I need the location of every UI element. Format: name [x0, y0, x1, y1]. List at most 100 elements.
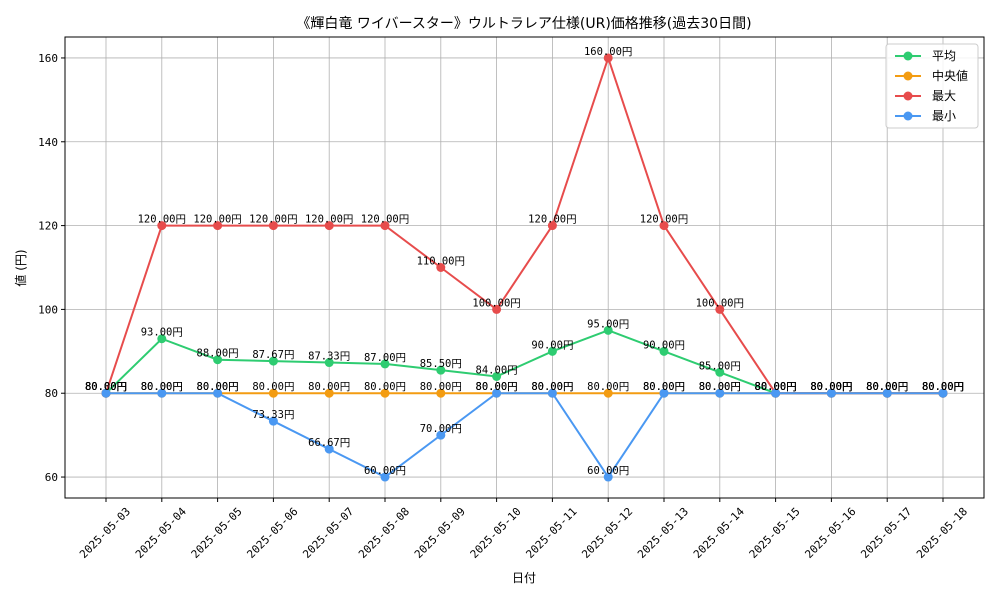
x-tick-label: 2025-05-05 [189, 505, 245, 561]
data-point-最小 [492, 388, 502, 398]
data-label-中央値: 80.00円 [476, 381, 518, 393]
data-label-平均: 95.00円 [587, 318, 629, 330]
x-tick-label: 2025-05-13 [635, 505, 691, 561]
legend-label: 中央値 [932, 68, 968, 83]
data-point-最小 [603, 472, 613, 482]
data-point-平均 [659, 346, 669, 356]
data-label-最小: 60.00円 [587, 465, 629, 477]
data-point-平均 [547, 346, 557, 356]
data-label-平均: 88.00円 [197, 348, 239, 360]
data-label-最大: 80.00円 [755, 381, 797, 393]
data-label-平均: 80.00円 [85, 381, 127, 393]
data-label-最小: 80.00円 [197, 381, 239, 393]
y-tick-label: 120 [38, 220, 58, 233]
data-label-最小: 80.00円 [810, 381, 852, 393]
series-lines [101, 53, 948, 482]
data-point-中央値 [436, 388, 446, 398]
data-point-中央値 [603, 388, 613, 398]
data-point-平均 [603, 325, 613, 335]
data-label-最大: 120.00円 [193, 214, 241, 226]
legend-marker [903, 71, 913, 81]
y-tick-label: 140 [38, 136, 58, 149]
y-tick-label: 100 [38, 303, 58, 316]
data-label-中央値: 80.00円 [364, 381, 406, 393]
data-point-最小 [324, 444, 334, 454]
data-label-平均: 90.00円 [531, 339, 573, 351]
data-label-最小: 80.00円 [531, 381, 573, 393]
x-tick-label: 2025-05-18 [914, 505, 970, 561]
data-point-最小 [659, 388, 669, 398]
x-tick-label: 2025-05-07 [300, 505, 356, 561]
data-label-中央値: 80.00円 [252, 381, 294, 393]
x-tick-label: 2025-05-14 [691, 505, 747, 561]
data-label-最小: 80.00円 [699, 381, 741, 393]
data-label-最大: 80.00円 [922, 381, 964, 393]
data-label-中央値: 80.00円 [643, 381, 685, 393]
data-label-最大: 100.00円 [696, 297, 744, 309]
data-label-最小: 66.67円 [308, 437, 350, 449]
plot-frame [64, 36, 985, 499]
data-point-最大 [157, 221, 167, 231]
data-label-最小: 70.00円 [420, 423, 462, 435]
data-label-最小: 80.00円 [922, 381, 964, 393]
data-point-平均 [324, 358, 334, 368]
data-label-最小: 80.00円 [476, 381, 518, 393]
data-point-平均 [380, 359, 390, 369]
x-tick-label: 2025-05-09 [412, 505, 468, 561]
series-line-最小 [106, 392, 943, 479]
data-label-最大: 120.00円 [528, 214, 576, 226]
x-tick-label: 2025-05-04 [133, 505, 189, 561]
data-label-最小: 80.00円 [643, 381, 685, 393]
chart-title: 《輝白竜 ワイバースター》ウルトラレア仕様(UR)価格推移(過去30日間) [296, 15, 751, 32]
data-label-中央値: 80.00円 [922, 381, 964, 393]
data-point-中央値 [268, 388, 278, 398]
data-label-平均: 85.50円 [420, 358, 462, 370]
data-labels: 80.00円 93.00円 88.00円 87.67円 87.33円 87.00円 85.5… [85, 46, 964, 477]
x-axis-ticks: 2025-05-03 2025-05-04 2025-05-05 2025-05-06… [77, 498, 970, 561]
data-point-最小 [436, 430, 446, 440]
y-axis-label: 値 (円) [13, 249, 28, 286]
x-tick-label: 2025-05-06 [244, 505, 300, 561]
data-label-最大: 120.00円 [640, 214, 688, 226]
data-point-平均 [492, 371, 502, 381]
data-label-平均: 80.00円 [810, 381, 852, 393]
x-tick-label: 2025-05-15 [747, 505, 803, 561]
data-label-中央値: 80.00円 [420, 381, 462, 393]
x-tick-label: 2025-05-16 [802, 505, 858, 561]
data-point-平均 [157, 334, 167, 344]
data-label-中央値: 80.00円 [141, 381, 183, 393]
data-label-最大: 110.00円 [417, 256, 465, 268]
x-tick-label: 2025-05-12 [579, 505, 635, 561]
data-label-平均: 80.00円 [866, 381, 908, 393]
data-label-平均: 80.00円 [755, 381, 797, 393]
data-label-最大: 80.00円 [866, 381, 908, 393]
data-label-最大: 120.00円 [138, 214, 186, 226]
data-label-最大: 80.00円 [810, 381, 852, 393]
data-point-最小 [882, 388, 892, 398]
data-point-最大 [436, 263, 446, 272]
y-tick-label: 160 [38, 52, 58, 65]
data-label-平均: 93.00円 [141, 327, 183, 339]
data-point-最大 [547, 221, 557, 231]
legend-marker [903, 111, 913, 121]
legend-label: 平均 [932, 49, 956, 63]
y-tick-label: 60 [45, 471, 58, 484]
data-label-平均: 87.67円 [252, 349, 294, 361]
data-label-平均: 90.00円 [643, 339, 685, 351]
data-label-最大: 120.00円 [305, 214, 353, 226]
legend-marker [903, 91, 913, 101]
data-label-最小: 80.00円 [866, 381, 908, 393]
data-label-中央値: 80.00円 [866, 381, 908, 393]
x-tick-label: 2025-05-17 [858, 505, 914, 561]
data-label-最大: 80.00円 [85, 381, 127, 393]
data-label-平均: 87.00円 [364, 352, 406, 364]
data-label-最小: 60.00円 [364, 465, 406, 477]
x-tick-label: 2025-05-10 [468, 505, 524, 561]
legend-label: 最大 [932, 89, 956, 103]
data-point-最小 [380, 472, 390, 482]
data-point-最大 [268, 221, 278, 231]
legend-label: 最小 [932, 109, 956, 123]
